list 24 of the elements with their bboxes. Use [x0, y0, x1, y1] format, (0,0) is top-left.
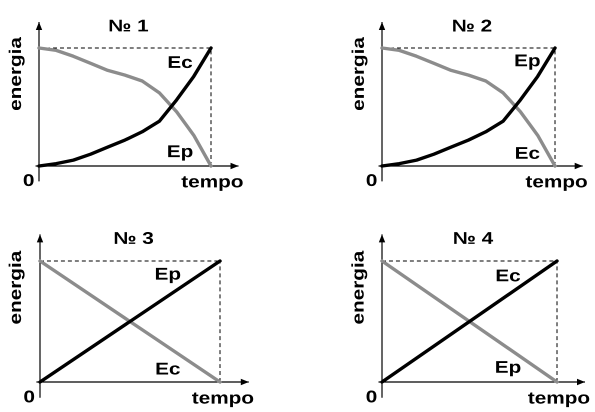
series-label: Ep: [168, 145, 192, 161]
y-axis-title: energia: [8, 250, 25, 324]
text: 0: [366, 390, 376, 403]
chart-title: № 2: [453, 20, 492, 32]
x-axis-title: tempo: [526, 176, 587, 191]
chart-title: № 3: [114, 232, 154, 244]
series-label: Ep: [515, 54, 540, 70]
text: 0: [24, 390, 34, 403]
series-label: Ec: [496, 270, 520, 282]
series-label: Ec: [168, 56, 192, 68]
text: 0: [24, 174, 34, 186]
x-axis-title: tempo: [528, 392, 590, 408]
y-axis-title: energia: [352, 36, 368, 110]
series-label: Ec: [516, 147, 540, 159]
x-axis-title: tempo: [192, 392, 254, 408]
y-axis-title: energia: [351, 250, 368, 324]
text: 0: [366, 174, 377, 186]
chart-title: № 1: [110, 20, 148, 32]
series-label: Ep: [156, 268, 180, 284]
x-axis-title: tempo: [182, 176, 243, 191]
chart-title: № 4: [454, 232, 494, 244]
y-axis-title: energia: [8, 36, 25, 110]
series-label: Ep: [496, 361, 520, 376]
series-label: Ec: [156, 362, 180, 375]
